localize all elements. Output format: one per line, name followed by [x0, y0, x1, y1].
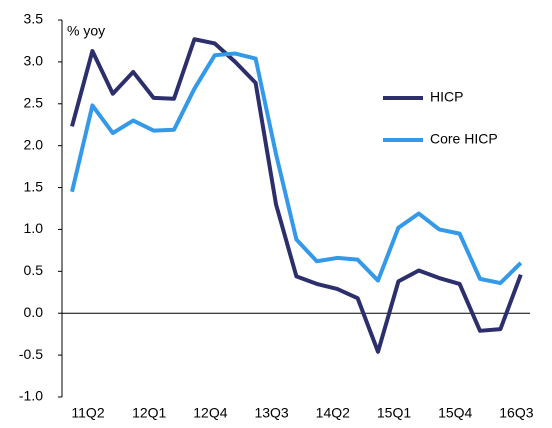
x-tick-label: 14Q2 [316, 405, 350, 421]
y-tick-label: 3.5 [24, 11, 44, 27]
axis-unit: % yoy [67, 23, 105, 39]
y-tick-label: -0.5 [19, 346, 43, 362]
legend-label: HICP [430, 89, 463, 105]
y-tick-label: 0.5 [24, 262, 44, 278]
x-tick-label: 13Q3 [254, 405, 288, 421]
y-tick-label: -1.0 [19, 388, 43, 404]
y-tick-label: 2.5 [24, 94, 44, 110]
y-tick-label: 2.0 [24, 136, 44, 152]
series-line [70, 37, 523, 354]
y-tick-label: 3.0 [24, 53, 44, 69]
x-tick-label: 12Q1 [132, 405, 166, 421]
y-tick-label: 1.5 [24, 178, 44, 194]
x-tick-label: 15Q1 [377, 405, 411, 421]
x-tick-label: 12Q4 [193, 405, 227, 421]
legend-label: Core HICP [430, 131, 498, 147]
series-line [70, 51, 523, 286]
x-tick-label: 16Q3 [499, 405, 533, 421]
x-tick-label: 11Q2 [71, 405, 104, 421]
y-tick-label: 0.0 [24, 304, 44, 320]
y-tick-label: 1.0 [24, 220, 44, 236]
x-tick-label: 15Q4 [438, 405, 472, 421]
